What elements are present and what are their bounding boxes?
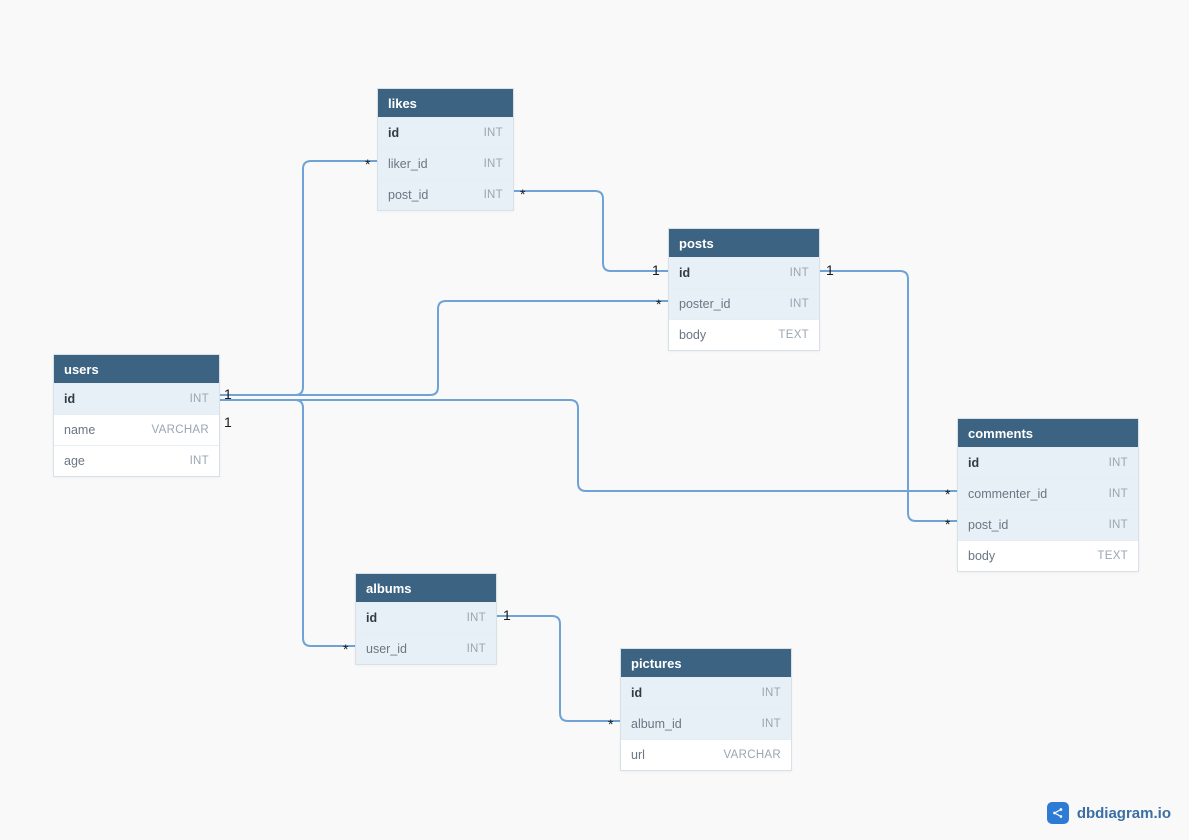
- column-body: body TEXT: [669, 319, 819, 350]
- column-name: poster_id: [679, 297, 730, 311]
- watermark: dbdiagram.io: [1047, 802, 1171, 824]
- column-name: post_id: [968, 518, 1008, 532]
- column-name: id: [631, 686, 642, 700]
- column-album_id: album_id INT: [621, 708, 791, 739]
- edge: [512, 191, 668, 271]
- column-name: id: [679, 266, 690, 280]
- table-header: pictures: [621, 649, 791, 677]
- column-commenter_id: commenter_id INT: [958, 478, 1138, 509]
- table-albums[interactable]: albums id INT user_id INT: [355, 573, 497, 665]
- cardinality-label: *: [365, 156, 370, 172]
- column-liker_id: liker_id INT: [378, 148, 513, 179]
- column-name: name VARCHAR: [54, 414, 219, 445]
- column-name: album_id: [631, 717, 682, 731]
- cardinality-label: 1: [224, 386, 232, 402]
- table-header: users: [54, 355, 219, 383]
- table-users[interactable]: users id INT name VARCHAR age INT: [53, 354, 220, 477]
- column-type: TEXT: [1097, 550, 1128, 562]
- cardinality-label: 1: [652, 262, 660, 278]
- column-name: id: [968, 456, 979, 470]
- column-type: INT: [484, 158, 503, 170]
- table-likes[interactable]: likes id INT liker_id INT post_id INT: [377, 88, 514, 211]
- column-type: TEXT: [778, 329, 809, 341]
- column-type: INT: [190, 393, 209, 405]
- column-type: INT: [1109, 488, 1128, 500]
- edge: [218, 400, 957, 491]
- cardinality-label: *: [945, 516, 950, 532]
- column-name: body: [679, 328, 706, 342]
- column-name: id: [64, 392, 75, 406]
- column-name: post_id: [388, 188, 428, 202]
- column-type: INT: [790, 298, 809, 310]
- column-name: id: [388, 126, 399, 140]
- table-posts[interactable]: posts id INT poster_id INT body TEXT: [668, 228, 820, 351]
- column-name: name: [64, 423, 95, 437]
- column-type: INT: [1109, 519, 1128, 531]
- column-type: INT: [467, 612, 486, 624]
- column-id: id INT: [669, 257, 819, 288]
- watermark-text: dbdiagram.io: [1077, 805, 1171, 822]
- cardinality-label: *: [945, 486, 950, 502]
- column-type: VARCHAR: [152, 424, 209, 436]
- cardinality-label: 1: [503, 607, 511, 623]
- cardinality-label: *: [608, 716, 613, 732]
- column-name: url: [631, 748, 645, 762]
- column-name: liker_id: [388, 157, 428, 171]
- column-name: id: [366, 611, 377, 625]
- column-type: INT: [790, 267, 809, 279]
- column-name: body: [968, 549, 995, 563]
- column-post_id: post_id INT: [378, 179, 513, 210]
- column-type: INT: [484, 189, 503, 201]
- cardinality-label: 1: [826, 262, 834, 278]
- column-post_id: post_id INT: [958, 509, 1138, 540]
- column-id: id INT: [958, 447, 1138, 478]
- cardinality-label: 1: [224, 414, 232, 430]
- column-type: VARCHAR: [724, 749, 781, 761]
- column-url: url VARCHAR: [621, 739, 791, 770]
- column-user_id: user_id INT: [356, 633, 496, 664]
- column-type: INT: [762, 687, 781, 699]
- column-type: INT: [190, 455, 209, 467]
- edge: [218, 301, 668, 395]
- column-type: INT: [762, 718, 781, 730]
- column-poster_id: poster_id INT: [669, 288, 819, 319]
- edge: [218, 400, 355, 646]
- cardinality-label: *: [520, 186, 525, 202]
- table-header: albums: [356, 574, 496, 602]
- cardinality-label: *: [343, 641, 348, 657]
- edge: [218, 161, 377, 395]
- column-body: body TEXT: [958, 540, 1138, 571]
- edge: [818, 271, 957, 521]
- column-name: age: [64, 454, 85, 468]
- column-name: user_id: [366, 642, 407, 656]
- column-id: id INT: [356, 602, 496, 633]
- column-id: id INT: [621, 677, 791, 708]
- column-name: commenter_id: [968, 487, 1047, 501]
- column-type: INT: [1109, 457, 1128, 469]
- table-pictures[interactable]: pictures id INT album_id INT url VARCHAR: [620, 648, 792, 771]
- table-header: comments: [958, 419, 1138, 447]
- cardinality-label: *: [656, 296, 661, 312]
- table-comments[interactable]: comments id INT commenter_id INT post_id INT bo…: [957, 418, 1139, 572]
- share-icon: [1047, 802, 1069, 824]
- table-header: posts: [669, 229, 819, 257]
- table-header: likes: [378, 89, 513, 117]
- column-id: id INT: [378, 117, 513, 148]
- column-type: INT: [484, 127, 503, 139]
- column-id: id INT: [54, 383, 219, 414]
- column-age: age INT: [54, 445, 219, 476]
- column-type: INT: [467, 643, 486, 655]
- edge: [495, 616, 620, 721]
